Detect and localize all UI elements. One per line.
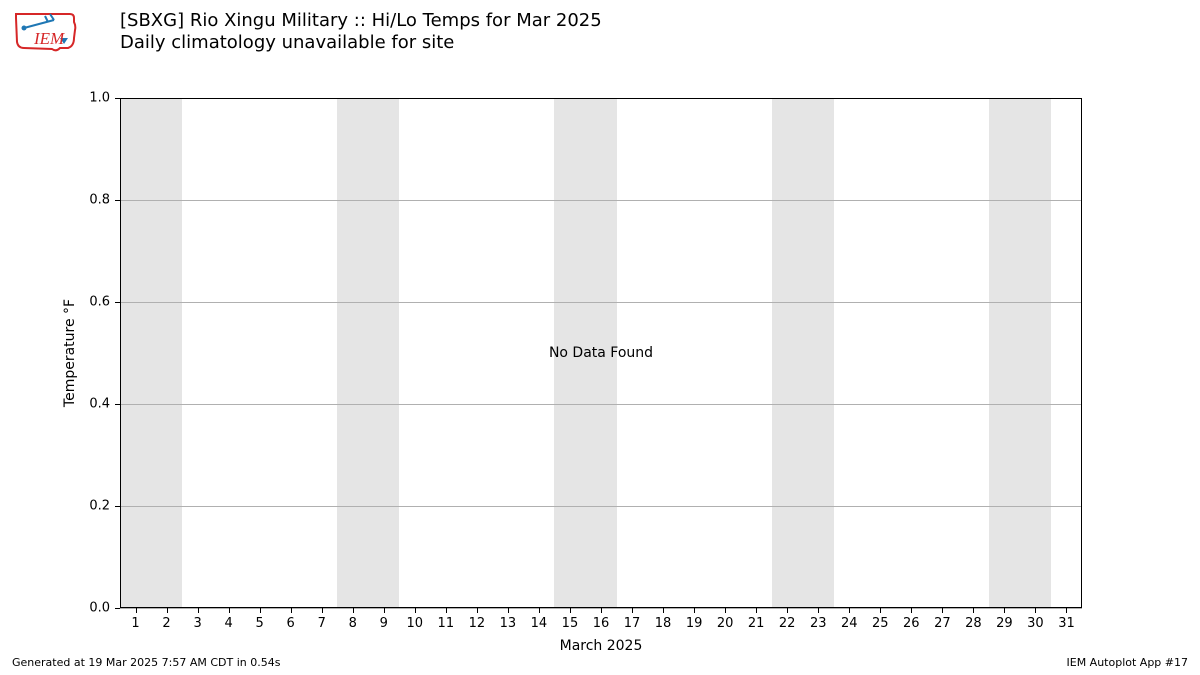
xtick-label: 20	[717, 616, 734, 631]
chart-title: [SBXG] Rio Xingu Military :: Hi/Lo Temps…	[120, 10, 602, 54]
gridline	[120, 98, 1082, 99]
xtick-mark	[756, 608, 757, 613]
xtick-mark	[787, 608, 788, 613]
xtick-label: 21	[748, 616, 765, 631]
ytick-label: 0.6	[89, 295, 110, 310]
iem-logo: IEM	[10, 8, 80, 53]
xtick-mark	[322, 608, 323, 613]
xtick-mark	[260, 608, 261, 613]
xtick-mark	[1004, 608, 1005, 613]
footer-app: IEM Autoplot App #17	[1067, 656, 1189, 669]
xtick-label: 22	[779, 616, 796, 631]
xtick-label: 12	[469, 616, 486, 631]
xtick-mark	[167, 608, 168, 613]
xtick-mark	[849, 608, 850, 613]
xtick-label: 6	[287, 616, 295, 631]
ytick-label: 1.0	[89, 91, 110, 106]
xtick-label: 16	[593, 616, 610, 631]
xtick-label: 17	[624, 616, 641, 631]
ytick-mark	[115, 506, 120, 507]
xtick-label: 14	[531, 616, 548, 631]
xtick-mark	[632, 608, 633, 613]
xtick-label: 5	[256, 616, 264, 631]
xtick-mark	[508, 608, 509, 613]
xtick-label: 30	[1027, 616, 1044, 631]
xtick-label: 13	[500, 616, 517, 631]
xtick-mark	[198, 608, 199, 613]
xtick-mark	[725, 608, 726, 613]
gridline	[120, 200, 1082, 201]
xtick-mark	[570, 608, 571, 613]
xtick-label: 24	[841, 616, 858, 631]
ytick-label: 0.2	[89, 499, 110, 514]
xtick-label: 7	[318, 616, 326, 631]
xtick-mark	[973, 608, 974, 613]
ytick-label: 0.4	[89, 397, 110, 412]
xtick-mark	[942, 608, 943, 613]
y-axis-label: Temperature °F	[62, 299, 78, 407]
xtick-label: 4	[224, 616, 232, 631]
xtick-mark	[818, 608, 819, 613]
plot-area: No Data Found 0.00.20.40.60.81.0 1234567…	[120, 98, 1082, 608]
ytick-label: 0.8	[89, 193, 110, 208]
xtick-mark	[880, 608, 881, 613]
ytick-mark	[115, 608, 120, 609]
xtick-mark	[477, 608, 478, 613]
gridline	[120, 404, 1082, 405]
xtick-label: 25	[872, 616, 889, 631]
xtick-mark	[229, 608, 230, 613]
xtick-label: 18	[655, 616, 672, 631]
xtick-mark	[384, 608, 385, 613]
title-line-1: [SBXG] Rio Xingu Military :: Hi/Lo Temps…	[120, 10, 602, 32]
xtick-label: 19	[686, 616, 703, 631]
xtick-mark	[601, 608, 602, 613]
ytick-mark	[115, 200, 120, 201]
ytick-label: 0.0	[89, 601, 110, 616]
title-line-2: Daily climatology unavailable for site	[120, 32, 602, 54]
weekend-band	[772, 98, 834, 608]
xtick-mark	[663, 608, 664, 613]
xtick-label: 9	[380, 616, 388, 631]
gridline	[120, 302, 1082, 303]
xtick-mark	[291, 608, 292, 613]
xtick-label: 15	[562, 616, 579, 631]
xtick-mark	[911, 608, 912, 613]
no-data-message: No Data Found	[549, 345, 653, 361]
xtick-mark	[353, 608, 354, 613]
xtick-mark	[415, 608, 416, 613]
xtick-label: 31	[1058, 616, 1075, 631]
x-axis-label: March 2025	[560, 638, 643, 654]
xtick-mark	[1035, 608, 1036, 613]
xtick-mark	[694, 608, 695, 613]
xtick-label: 8	[349, 616, 357, 631]
xtick-label: 1	[131, 616, 139, 631]
footer-generated: Generated at 19 Mar 2025 7:57 AM CDT in …	[12, 656, 280, 669]
logo-text: IEM	[33, 29, 65, 48]
xtick-mark	[446, 608, 447, 613]
xtick-mark	[136, 608, 137, 613]
gridline	[120, 506, 1082, 507]
xtick-label: 2	[162, 616, 170, 631]
xtick-label: 11	[438, 616, 455, 631]
weekend-band	[120, 98, 182, 608]
xtick-label: 10	[407, 616, 424, 631]
xtick-label: 28	[965, 616, 982, 631]
ytick-mark	[115, 302, 120, 303]
ytick-mark	[115, 98, 120, 99]
xtick-label: 26	[903, 616, 920, 631]
weekend-band	[989, 98, 1051, 608]
ytick-mark	[115, 404, 120, 405]
xtick-mark	[539, 608, 540, 613]
xtick-label: 29	[996, 616, 1013, 631]
xtick-label: 3	[193, 616, 201, 631]
weekend-band	[337, 98, 399, 608]
xtick-label: 23	[810, 616, 827, 631]
xtick-label: 27	[934, 616, 951, 631]
xtick-mark	[1066, 608, 1067, 613]
